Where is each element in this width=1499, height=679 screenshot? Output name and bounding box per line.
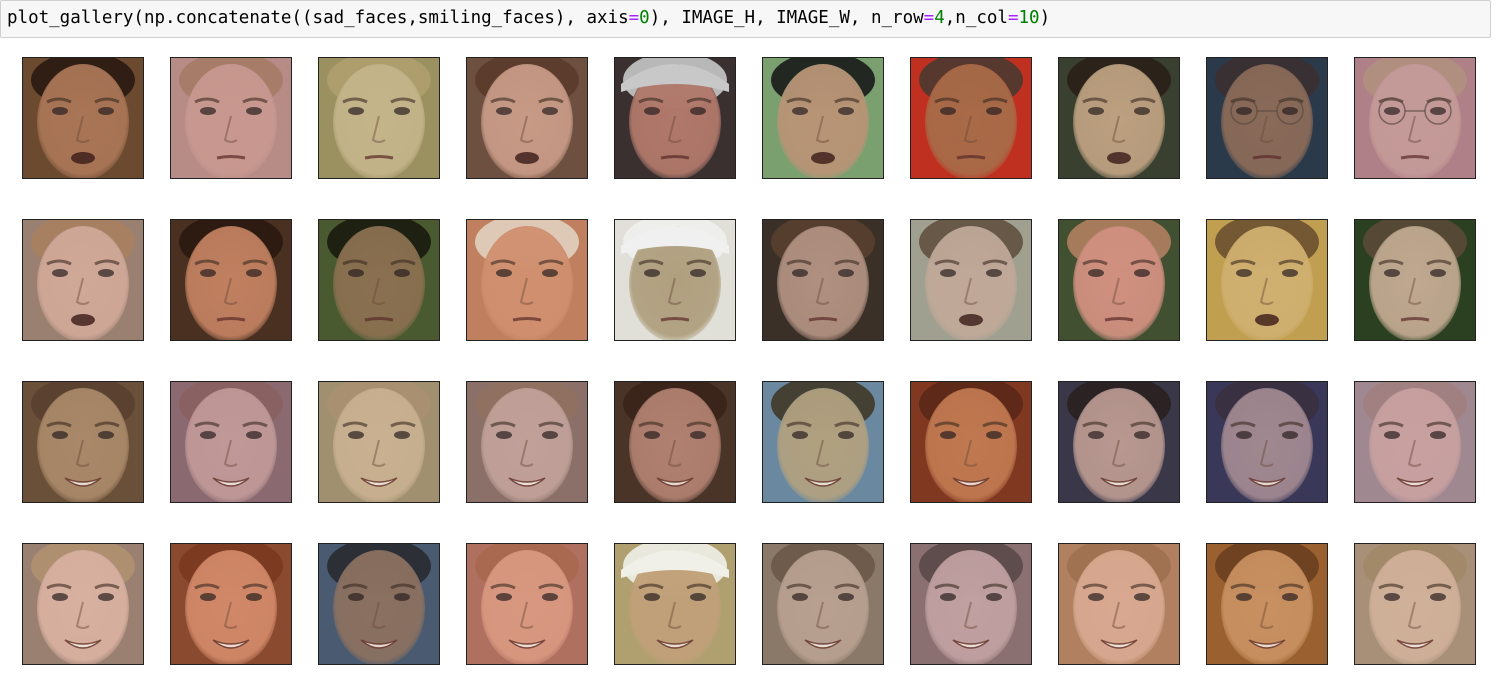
face-thumbnail	[910, 57, 1032, 179]
code-token: =	[923, 8, 935, 28]
face-thumbnail	[22, 543, 144, 665]
face-thumbnail	[762, 381, 884, 503]
code-token: 4	[934, 8, 945, 28]
output-area	[0, 38, 1499, 679]
face-thumbnail	[318, 381, 440, 503]
face-thumbnail	[170, 57, 292, 179]
code-token: plot_gallery(np.concatenate((sad_faces,s…	[7, 8, 629, 28]
face-thumbnail	[466, 57, 588, 179]
face-thumbnail	[1058, 219, 1180, 341]
code-line[interactable]: plot_gallery(np.concatenate((sad_faces,s…	[7, 6, 1050, 30]
code-token: ,n_col	[944, 8, 1008, 28]
face-thumbnail	[1206, 57, 1328, 179]
code-token: )	[1039, 8, 1051, 28]
face-thumbnail	[318, 57, 440, 179]
face-thumbnail	[318, 543, 440, 665]
face-thumbnail	[1058, 381, 1180, 503]
face-thumbnail	[762, 57, 884, 179]
face-gallery	[22, 57, 1476, 665]
face-thumbnail	[1206, 381, 1328, 503]
code-token: 10	[1018, 8, 1040, 28]
face-thumbnail	[614, 381, 736, 503]
face-thumbnail	[910, 543, 1032, 665]
face-thumbnail	[762, 219, 884, 341]
face-thumbnail	[466, 543, 588, 665]
code-token: =	[1007, 8, 1019, 28]
face-thumbnail	[910, 381, 1032, 503]
face-thumbnail	[1354, 219, 1476, 341]
face-thumbnail	[1354, 543, 1476, 665]
face-thumbnail	[614, 543, 736, 665]
code-token: ), IMAGE_H, IMAGE_W, n_row	[649, 8, 924, 28]
face-thumbnail	[614, 57, 736, 179]
face-thumbnail	[1206, 219, 1328, 341]
face-thumbnail	[22, 219, 144, 341]
face-thumbnail	[170, 543, 292, 665]
face-thumbnail	[762, 543, 884, 665]
code-token: 0	[639, 8, 650, 28]
face-thumbnail	[22, 57, 144, 179]
face-thumbnail	[1058, 57, 1180, 179]
face-thumbnail	[466, 381, 588, 503]
face-thumbnail	[318, 219, 440, 341]
face-thumbnail	[22, 381, 144, 503]
face-thumbnail	[614, 219, 736, 341]
face-thumbnail	[170, 219, 292, 341]
face-thumbnail	[1206, 543, 1328, 665]
code-token: =	[628, 8, 640, 28]
code-cell[interactable]: plot_gallery(np.concatenate((sad_faces,s…	[0, 0, 1491, 38]
face-thumbnail	[466, 219, 588, 341]
face-thumbnail	[170, 381, 292, 503]
face-thumbnail	[910, 219, 1032, 341]
face-thumbnail	[1354, 57, 1476, 179]
face-thumbnail	[1354, 381, 1476, 503]
face-thumbnail	[1058, 543, 1180, 665]
